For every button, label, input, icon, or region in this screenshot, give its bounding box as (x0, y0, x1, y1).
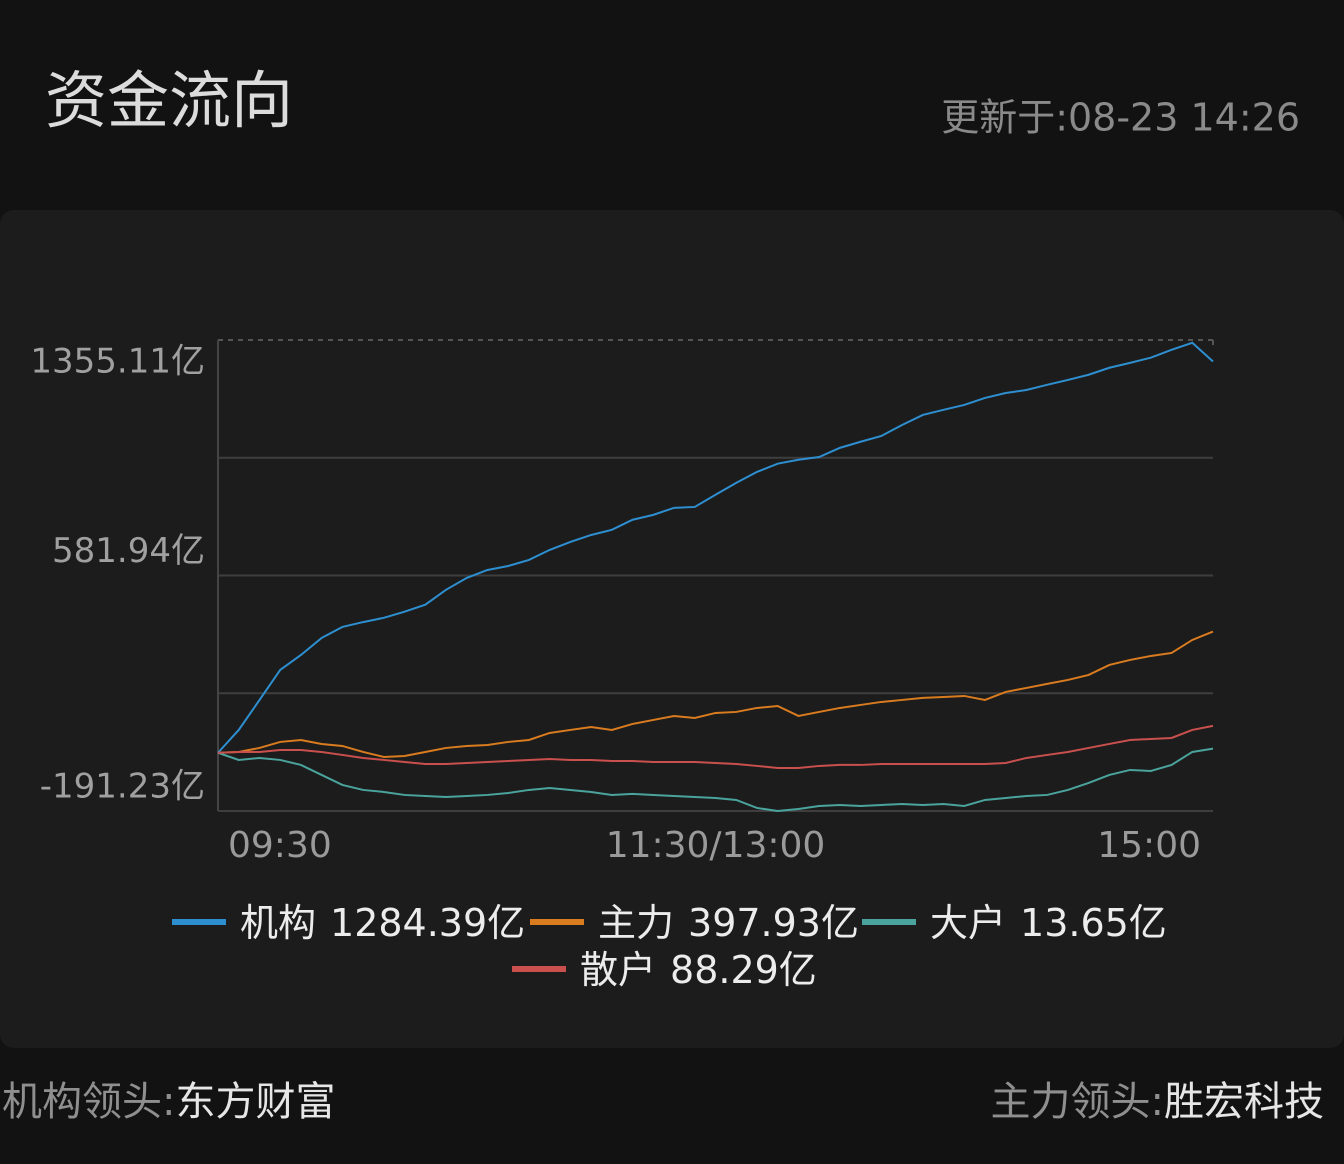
footer-label: 机构领头: (2, 1079, 175, 1125)
x-tick-label: 09:30 (228, 825, 332, 866)
legend-entry: 主力 397.93亿 (598, 901, 859, 945)
y-tick-label: 581.94亿 (52, 531, 205, 571)
legend-entry: 机构 1284.39亿 (240, 901, 525, 945)
footer-left: 机构领头:东方财富 (2, 1079, 335, 1125)
footer-right: 主力领头:胜宏科技 (991, 1079, 1324, 1125)
legend-entry: 大户 13.65亿 (930, 901, 1167, 945)
page-title: 资金流向 (45, 64, 293, 137)
x-tick-label: 15:00 (1097, 825, 1201, 866)
legend-name: 大户 (930, 901, 1006, 945)
update-time: 更新于:08-23 14:26 (941, 96, 1300, 140)
footer-value: 胜宏科技 (1164, 1079, 1324, 1125)
card (0, 210, 1344, 1048)
legend-name: 散户 (580, 948, 656, 992)
series-line (217, 747, 1214, 812)
legend-value: 88.29亿 (670, 948, 817, 992)
series-line (217, 724, 1214, 769)
x-tick-label: 11:30/13:00 (606, 825, 826, 866)
legend-name: 主力 (598, 901, 674, 945)
legend-value: 397.93亿 (688, 901, 859, 945)
legend-value: 1284.39亿 (330, 901, 525, 945)
y-tick-label: 1355.11亿 (30, 342, 205, 382)
legend-name: 机构 (240, 901, 316, 945)
footer-label: 主力领头: (991, 1079, 1164, 1125)
y-tick-label: -191.23亿 (40, 767, 205, 807)
series-line (217, 630, 1214, 758)
series-line (217, 341, 1214, 754)
legend-entry: 散户 88.29亿 (580, 948, 817, 992)
footer-value: 东方财富 (175, 1079, 335, 1125)
legend-value: 13.65亿 (1020, 901, 1167, 945)
